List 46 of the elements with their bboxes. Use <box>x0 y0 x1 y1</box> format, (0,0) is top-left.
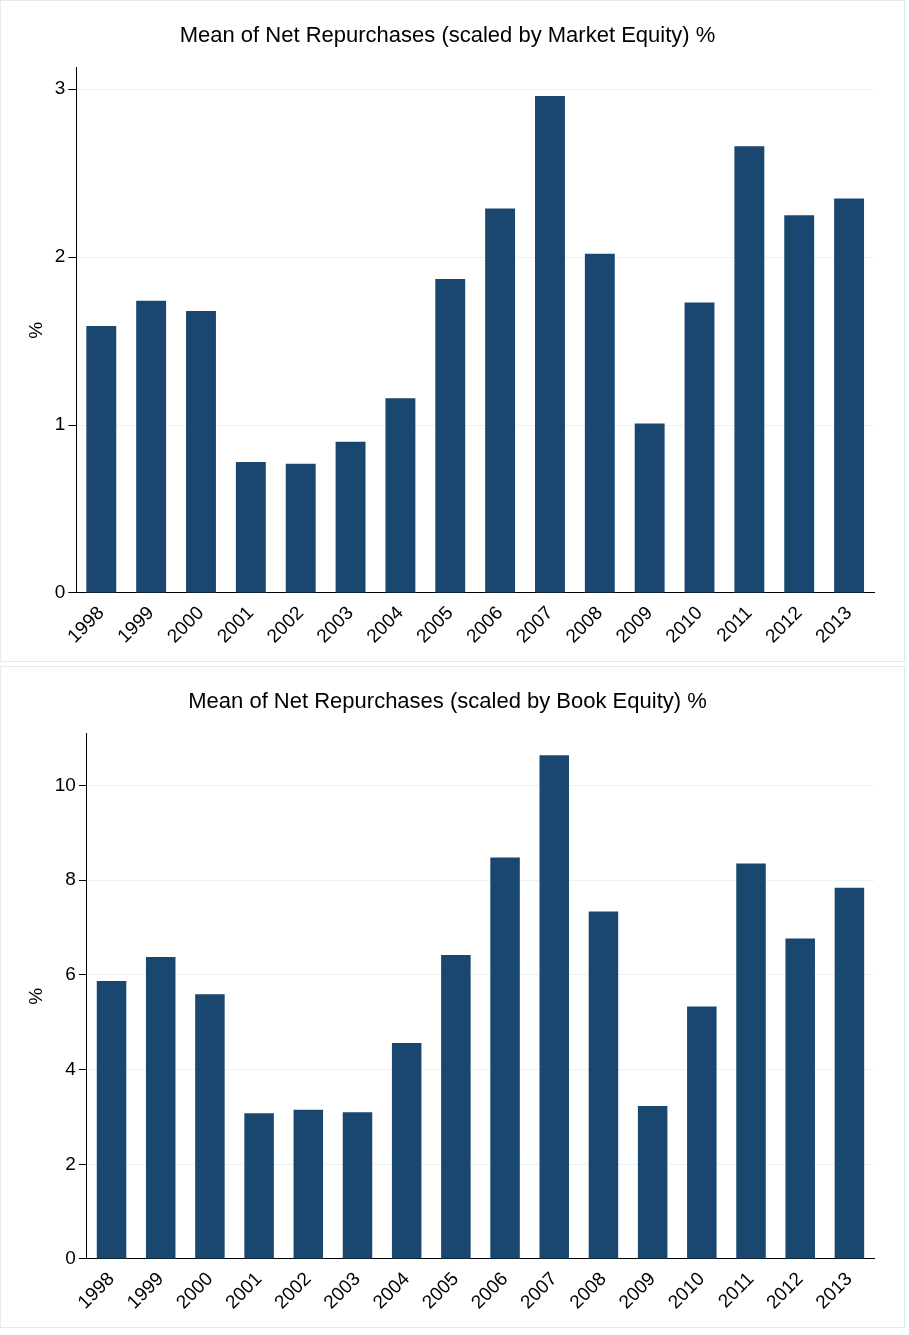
bar <box>145 956 176 1259</box>
y-tick-label: 2 <box>65 1152 76 1174</box>
bar <box>244 1113 274 1259</box>
bar <box>195 994 225 1259</box>
y-tick-label: 10 <box>54 773 76 795</box>
bar <box>342 1112 373 1259</box>
bar <box>736 863 766 1259</box>
bar <box>637 1106 668 1259</box>
y-tick-label: 8 <box>65 868 76 890</box>
bar <box>86 326 117 593</box>
bar <box>684 302 715 593</box>
bar <box>785 938 815 1259</box>
y-tick-label: 3 <box>54 77 66 99</box>
bar <box>96 981 127 1259</box>
bar <box>734 146 765 593</box>
bar <box>391 1043 422 1259</box>
bar <box>784 215 815 593</box>
y-axis-title: % <box>24 987 46 1005</box>
y-tick-label: 4 <box>65 1057 77 1079</box>
bar <box>441 955 471 1259</box>
y-tick-label: 0 <box>54 581 66 603</box>
bar <box>435 278 466 593</box>
bar <box>186 310 216 593</box>
bar <box>136 300 167 593</box>
y-tick-label: 0 <box>65 1247 76 1269</box>
bar <box>335 441 366 593</box>
bar <box>385 398 416 593</box>
y-tick-label: 2 <box>54 245 66 267</box>
bar <box>285 463 316 593</box>
y-tick-label: 1 <box>54 413 66 435</box>
y-tick-label: 6 <box>65 963 76 985</box>
bar <box>539 755 570 1259</box>
bar <box>584 253 615 593</box>
bar <box>834 198 865 593</box>
bar <box>485 208 516 593</box>
chart-title: Mean of Net Repurchases (scaled by Market Equity) % <box>179 22 716 48</box>
chart-title: Mean of Net Repurchases (scaled by Book Equity) % <box>188 688 707 714</box>
y-axis-title: % <box>24 321 46 339</box>
bar <box>235 462 266 593</box>
bar <box>687 1006 717 1259</box>
bar <box>634 423 665 593</box>
bar <box>293 1109 324 1259</box>
bar <box>535 95 565 593</box>
bar <box>588 911 619 1259</box>
bar <box>490 857 520 1259</box>
bar <box>834 887 865 1259</box>
